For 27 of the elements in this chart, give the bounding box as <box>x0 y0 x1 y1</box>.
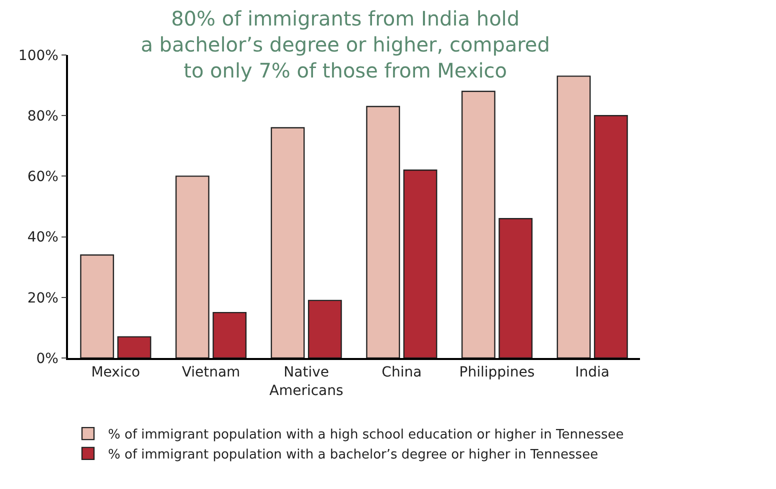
x-tick-label: Native Americans <box>269 364 344 399</box>
legend-label: % of immigrant population with a high school education or higher in Tennessee <box>108 428 624 443</box>
legend-label: % of immigrant population with a bachelor’s degree or higher in Tennessee <box>108 448 598 463</box>
bar <box>212 312 247 358</box>
bar <box>498 218 533 358</box>
x-tick-label: India <box>575 364 610 381</box>
x-tick-label: Mexico <box>91 364 140 381</box>
x-tick-label: Vietnam <box>182 364 240 381</box>
bar <box>594 115 628 358</box>
bar <box>117 336 152 358</box>
y-tick-label: 0% <box>36 350 58 367</box>
bar <box>270 127 305 358</box>
y-tick-label: 20% <box>27 290 58 306</box>
chart-title: 80% of immigrants from India hold a bachelor’s degree or higher, compared to only 7% of those from Mexico <box>140 6 550 82</box>
bar <box>308 300 342 358</box>
bar <box>556 76 591 358</box>
x-tick-label: China <box>382 364 422 381</box>
bar <box>175 176 210 358</box>
y-tick-label: 40% <box>27 230 58 246</box>
y-tick-label: 80% <box>27 108 58 124</box>
bar <box>403 170 438 358</box>
y-tick-label: 60% <box>27 169 58 186</box>
y-tick-label: 100% <box>18 48 58 64</box>
bar <box>366 106 400 358</box>
bar <box>461 90 496 358</box>
bar <box>80 254 114 358</box>
x-tick-label: Philippines <box>459 364 535 381</box>
